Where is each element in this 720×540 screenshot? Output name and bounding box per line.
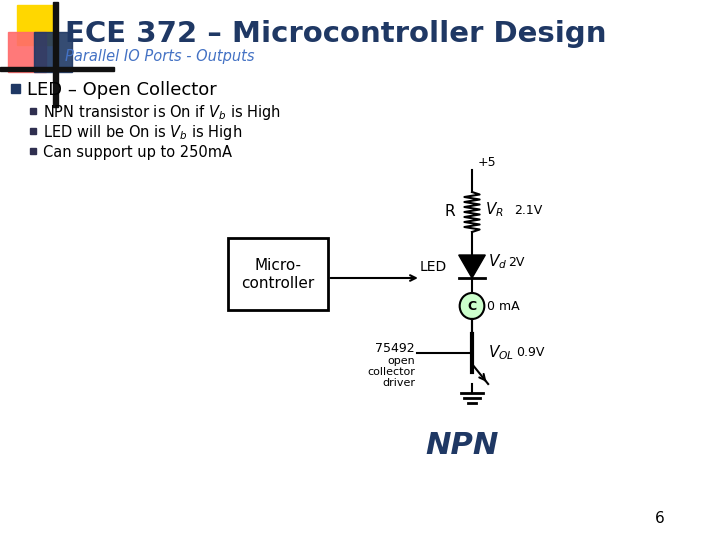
Text: ECE 372 – Microcontroller Design: ECE 372 – Microcontroller Design bbox=[65, 20, 606, 48]
Text: 0.9V: 0.9V bbox=[516, 347, 544, 360]
Text: collector: collector bbox=[367, 367, 415, 377]
Bar bbox=[17, 5, 55, 45]
Bar bbox=[53, 2, 58, 107]
Polygon shape bbox=[459, 255, 485, 278]
Text: LED will be On is $V_b$ is High: LED will be On is $V_b$ is High bbox=[42, 123, 242, 141]
Text: 6: 6 bbox=[655, 511, 665, 526]
Text: $V_R$: $V_R$ bbox=[485, 201, 504, 219]
Bar bbox=[30, 148, 36, 154]
Text: Can support up to 250mA: Can support up to 250mA bbox=[42, 145, 232, 159]
Text: +5: +5 bbox=[477, 157, 496, 170]
Text: Parallel IO Ports - Outputs: Parallel IO Ports - Outputs bbox=[65, 50, 254, 64]
Text: controller: controller bbox=[241, 275, 315, 291]
Bar bbox=[8, 32, 45, 72]
Text: driver: driver bbox=[382, 378, 415, 388]
Text: 2V: 2V bbox=[508, 255, 524, 268]
Bar bbox=[0, 67, 114, 71]
Text: NPN: NPN bbox=[426, 430, 499, 460]
Text: LED: LED bbox=[420, 260, 447, 274]
Text: R: R bbox=[444, 205, 455, 219]
Text: 2.1V: 2.1V bbox=[514, 204, 542, 217]
Bar bbox=[30, 108, 36, 114]
Text: LED – Open Collector: LED – Open Collector bbox=[27, 81, 216, 99]
Text: C: C bbox=[467, 300, 477, 313]
Circle shape bbox=[459, 293, 485, 319]
Text: NPN transistor is On if $V_b$ is High: NPN transistor is On if $V_b$ is High bbox=[42, 103, 281, 122]
Text: 0 mA: 0 mA bbox=[487, 300, 520, 313]
Text: $V_d$: $V_d$ bbox=[488, 253, 508, 271]
Bar bbox=[34, 32, 72, 72]
Bar bbox=[12, 84, 20, 93]
Text: Micro-: Micro- bbox=[254, 259, 301, 273]
Text: open: open bbox=[387, 356, 415, 366]
Text: 75492: 75492 bbox=[375, 342, 415, 355]
Bar bbox=[228, 238, 328, 310]
Text: $V_{OL}$: $V_{OL}$ bbox=[488, 343, 514, 362]
Bar bbox=[30, 128, 36, 134]
